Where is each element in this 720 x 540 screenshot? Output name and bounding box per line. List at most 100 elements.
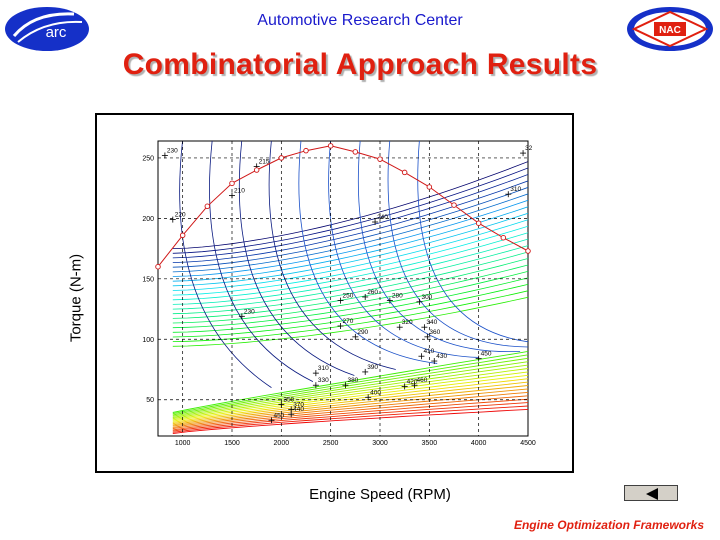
contour-line [172, 385, 528, 426]
data-point-label: 340 [426, 319, 437, 326]
contour-line [172, 258, 528, 319]
arc-logo-text: arc [46, 24, 67, 41]
max-torque-point [229, 180, 235, 187]
x-tick-label: 4500 [520, 440, 536, 447]
max-torque-point [278, 155, 285, 161]
data-point-label: 430 [436, 353, 447, 360]
x-tick-label: 2000 [274, 440, 290, 447]
contour-line [172, 357, 528, 416]
max-torque-point [327, 143, 334, 149]
data-point-label: 230 [167, 148, 178, 155]
contour-line [172, 296, 528, 347]
contour-line [172, 264, 528, 324]
y-tick-label: 100 [142, 337, 154, 344]
max-torque-point [303, 147, 309, 154]
data-point-label: 350 [283, 397, 294, 404]
nac-logo-text: NAC [659, 25, 681, 36]
contour-line [172, 167, 528, 254]
data-point-label: 440 [293, 406, 304, 413]
contour-line [268, 141, 396, 370]
max-torque-point [525, 248, 531, 254]
data-point-label: 300 [421, 294, 432, 301]
data-point-label: 220 [175, 212, 186, 219]
arc-logo: arc [5, 7, 89, 51]
left-triangle-icon [646, 488, 658, 500]
data-point-label: 250 [343, 293, 354, 300]
y-axis-label: Torque (N-m) [67, 253, 85, 343]
contour-line [172, 271, 528, 329]
contour-line [172, 368, 528, 420]
data-point-label: 420 [407, 378, 418, 385]
x-tick-label: 4000 [471, 440, 487, 447]
contour-line [172, 405, 528, 433]
max-torque-point [352, 149, 359, 155]
data-point-label: 270 [343, 318, 354, 325]
y-tick-label: 150 [142, 276, 154, 283]
contour-line [238, 141, 355, 376]
x-tick-label: 3000 [372, 440, 388, 447]
max-torque-point [253, 167, 260, 173]
nac-logo: NAC [627, 7, 713, 51]
contour-line [172, 371, 528, 421]
contour-line [357, 141, 521, 352]
data-point-label: 290 [357, 329, 368, 336]
contour-line [387, 141, 528, 348]
data-point-label: 360 [429, 329, 440, 336]
contour-line [172, 199, 528, 277]
x-tick-label: 1000 [175, 440, 191, 447]
data-point-label: 240 [377, 214, 388, 221]
contour-line [172, 290, 528, 342]
org-title: Automotive Research Center [257, 12, 463, 29]
contour-line [179, 141, 272, 388]
data-point-label: 400 [370, 389, 381, 396]
back-button[interactable] [624, 485, 678, 501]
x-tick-label: 1500 [224, 440, 240, 447]
contour-line [209, 141, 314, 382]
data-point-label: 310 [510, 186, 521, 193]
max-torque-point [475, 220, 482, 226]
data-point-label: 450 [481, 351, 492, 358]
x-axis-label: Engine Speed (RPM) [309, 486, 451, 503]
contour-line [172, 395, 528, 430]
max-torque-point [451, 202, 457, 208]
footer-text: Engine Optimization Frameworks [513, 518, 704, 532]
contour-line [172, 354, 528, 415]
max-torque-point [179, 232, 186, 239]
contour-lines [172, 141, 528, 435]
data-point-label: 460 [417, 377, 428, 384]
data-point-label: 310 [318, 365, 329, 372]
max-torque-point [401, 169, 408, 176]
data-point-label: 450 [273, 412, 284, 419]
max-torque-point [155, 263, 161, 270]
max-torque-line [157, 145, 529, 268]
contour-line [417, 141, 528, 343]
contour-line [172, 408, 528, 435]
max-torque-point [204, 203, 211, 210]
data-point-label: 410 [423, 348, 434, 355]
contour-line [172, 174, 528, 259]
data-point-label: 260 [367, 289, 378, 296]
max-torque-point [426, 184, 433, 190]
data-point-label: 230 [244, 308, 255, 315]
y-tick-label: 50 [146, 397, 154, 404]
contour-line [298, 141, 438, 364]
max-torque-point [500, 234, 507, 241]
x-tick-label: 2500 [323, 440, 339, 447]
contour-line [172, 232, 528, 301]
max-torque-point [377, 156, 383, 162]
x-tick-label: 3500 [422, 440, 438, 447]
data-point-label: 330 [318, 377, 329, 384]
y-tick-label: 250 [142, 155, 154, 162]
data-point-label: 370 [293, 401, 304, 408]
data-point-label: 210 [234, 187, 245, 194]
data-point-label: 32 [525, 145, 533, 152]
y-tick-label: 200 [142, 216, 154, 223]
contour-line [172, 206, 528, 282]
contour-line [172, 381, 528, 425]
slide-title: Combinatorial Approach Results [122, 48, 598, 81]
data-point-label: 380 [347, 377, 358, 384]
data-point-label: 320 [402, 319, 413, 326]
contour-line [328, 141, 479, 358]
data-point-label: 215 [259, 158, 270, 165]
